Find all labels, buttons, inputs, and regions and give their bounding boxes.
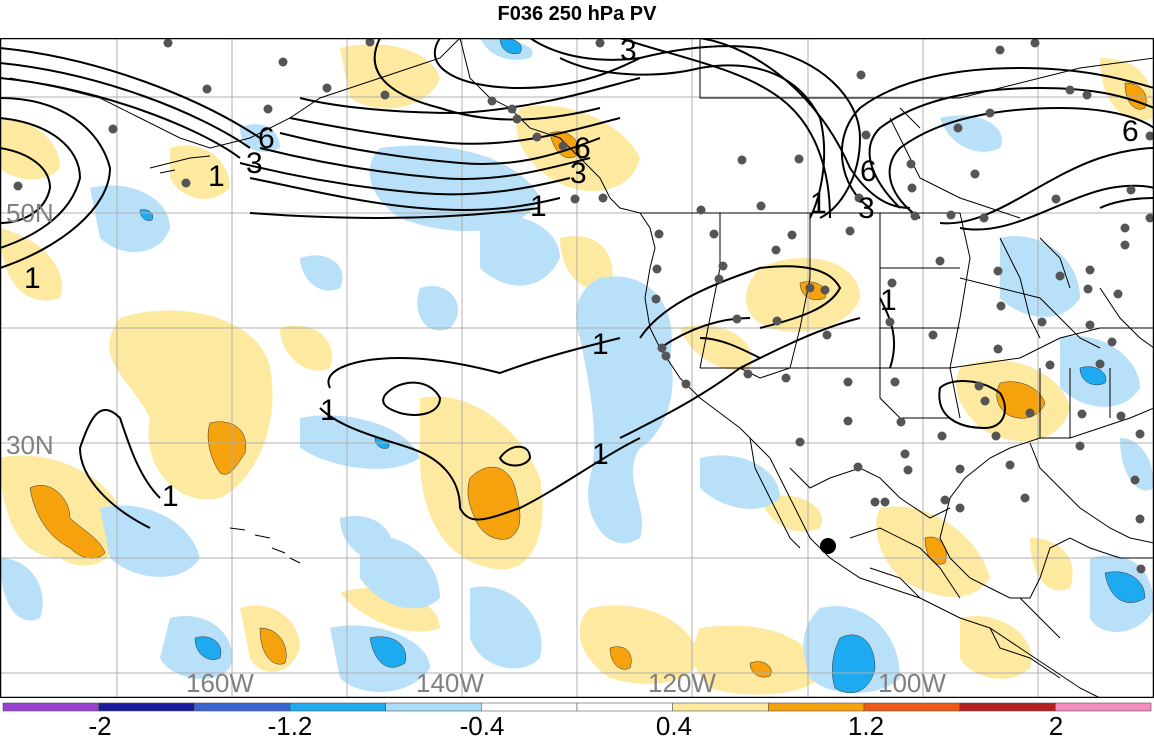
colorbar-tick-label: 2 <box>1049 711 1063 739</box>
lon-label-120w: 120W <box>648 668 716 698</box>
contour-label: 1 <box>162 480 179 513</box>
pv-contours <box>0 38 1154 529</box>
colorbar-tick-label: -1.2 <box>268 711 313 739</box>
colorbar-tick-label: 1.2 <box>848 711 884 739</box>
contour-label: 3 <box>620 38 637 67</box>
colorbar-box <box>768 702 865 712</box>
pv-map: 3 6 3 1 6 3 1 1 6 3 1 6 1 1 1 1 1 50N 30… <box>0 38 1154 698</box>
contour-label: 6 <box>258 122 275 155</box>
lon-label-160w: 160W <box>186 668 254 698</box>
colorbar-box <box>289 702 386 712</box>
contour-label: 3 <box>570 157 587 190</box>
contour-label: 1 <box>24 262 41 295</box>
contour-label: 3 <box>246 147 263 180</box>
graticule <box>0 38 1154 698</box>
colorbar-box <box>194 702 291 712</box>
contour-label: 1 <box>810 187 827 220</box>
colorbar-tick-label: -2 <box>88 711 111 739</box>
contour-label: 1 <box>320 394 337 427</box>
colorbar-box <box>863 702 960 712</box>
contour-label: 6 <box>860 155 877 188</box>
highlight-station-dot <box>820 538 836 554</box>
lon-label-100w: 100W <box>878 668 946 698</box>
colorbar-box <box>2 702 99 712</box>
lat-label-50n: 50N <box>6 198 54 228</box>
colorbar-tick-labels: -2 -1.2 -0.4 0.4 1.2 2 <box>88 711 1063 739</box>
contour-label: 6 <box>1122 115 1139 148</box>
colorbar-box <box>1055 702 1152 712</box>
station-dots <box>13 38 1154 574</box>
contour-label: 3 <box>858 192 875 225</box>
colorbar-box <box>959 702 1056 712</box>
colorbar-box <box>672 702 769 712</box>
colorbar-boxes <box>2 702 1152 712</box>
colorbar-tick-label: 0.4 <box>656 711 692 739</box>
contour-label: 1 <box>592 328 609 361</box>
colorbar-box <box>385 702 482 712</box>
map-title: F036 250 hPa PV <box>497 3 657 25</box>
coastlines <box>9 38 1154 698</box>
contour-label: 1 <box>208 160 225 193</box>
contour-label: 1 <box>530 190 547 223</box>
contour-labels: 3 6 3 1 6 3 1 1 6 3 1 6 1 1 1 1 1 <box>24 38 1139 513</box>
colorbar-box <box>98 702 195 712</box>
colorbar: -2 -1.2 -0.4 0.4 1.2 2 <box>2 702 1152 739</box>
contour-label: 1 <box>592 438 609 471</box>
contour-label: 1 <box>880 284 897 317</box>
colorbar-box <box>481 702 578 712</box>
lon-label-140w: 140W <box>416 668 484 698</box>
contour-label: 6 <box>574 132 591 165</box>
lat-label-30n: 30N <box>6 430 54 460</box>
colorbar-tick-label: -0.4 <box>460 711 505 739</box>
colorbar-box <box>576 702 673 712</box>
graticule-labels: 50N 30N 160W 140W 120W 100W <box>6 198 946 698</box>
